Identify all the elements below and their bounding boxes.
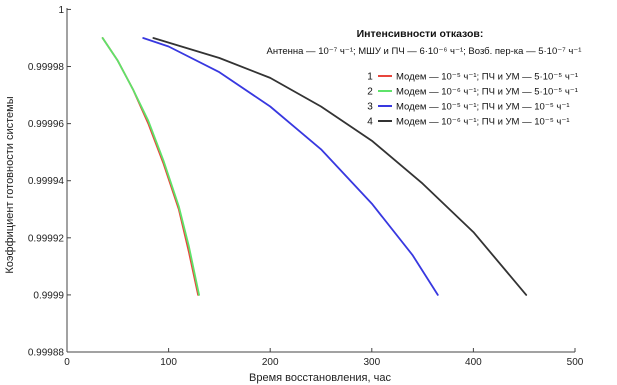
ticks: 0 100 200 300 400 500 0.99988 0.9999 0.99992 0.99… (28, 5, 584, 368)
legend-number: 3 (367, 102, 373, 113)
legend-number: 4 (367, 117, 373, 128)
axes (66, 8, 575, 353)
annotation-line: Антенна — 10⁻⁷ ч⁻¹; МШУ и ПЧ — 6·10⁻⁶ ч⁻… (267, 46, 582, 57)
x-tick-label: 0 (64, 357, 70, 368)
y-tick-label: 0.99994 (28, 176, 65, 187)
legend-label: Модем — 10⁻⁶ ч⁻¹; ПЧ и УМ — 5·10⁻⁵ ч⁻¹ (396, 87, 578, 98)
x-tick-label: 200 (262, 357, 279, 368)
annotation-title: Интенсивности отказов: (357, 28, 484, 40)
series-line-3 (142, 37, 439, 296)
legend-label: Модем — 10⁻⁵ ч⁻¹; ПЧ и УМ — 5·10⁻⁵ ч⁻¹ (396, 72, 578, 83)
legend: 1 Модем — 10⁻⁵ ч⁻¹; ПЧ и УМ — 5·10⁻⁵ ч⁻¹ 2… (367, 72, 578, 128)
y-tick-label: 0.99992 (28, 233, 65, 244)
x-axis-label: Время восстановления, час (249, 372, 391, 384)
legend-label: Модем — 10⁻⁶ ч⁻¹; ПЧ и УМ — 10⁻⁵ ч⁻¹ (396, 117, 570, 128)
y-tick-label: 0.9999 (33, 290, 64, 301)
series-layer (101, 37, 528, 296)
legend-number: 2 (367, 87, 373, 98)
series-line-4 (152, 37, 528, 296)
legend-label: Модем — 10⁻⁵ ч⁻¹; ПЧ и УМ — 10⁻⁵ ч⁻¹ (396, 102, 570, 113)
legend-number: 1 (367, 72, 373, 83)
y-axis-label: Коэффициент готовности системы (4, 96, 16, 273)
series-line-1 (101, 37, 200, 296)
y-tick-label: 0.99988 (28, 348, 65, 359)
y-tick-label: 1 (58, 5, 64, 16)
y-tick-label: 0.99996 (28, 119, 65, 130)
y-tick-label: 0.99998 (28, 62, 65, 73)
x-tick-label: 400 (465, 357, 482, 368)
x-tick-label: 300 (363, 357, 380, 368)
x-tick-label: 100 (160, 357, 177, 368)
series-line-2 (101, 37, 201, 296)
x-tick-label: 500 (567, 357, 584, 368)
